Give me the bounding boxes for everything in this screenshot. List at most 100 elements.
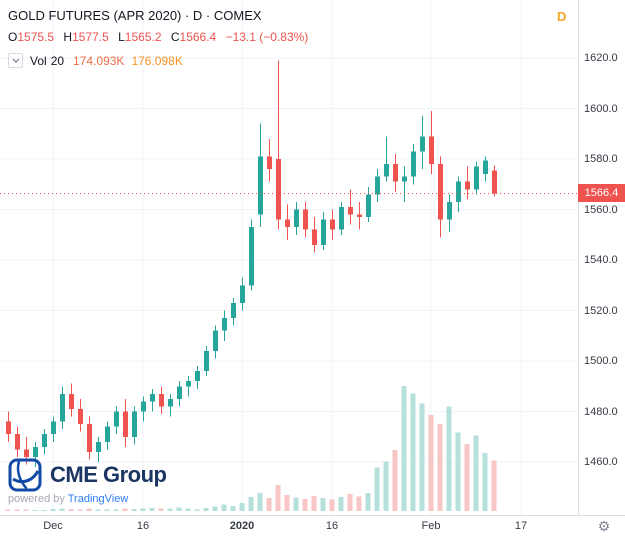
candle-body: [15, 434, 20, 450]
last-price-label: 1566.4: [584, 187, 619, 200]
volume-bar: [140, 508, 146, 511]
last-price-badge: 1566.4: [578, 184, 625, 203]
candle-body: [123, 411, 128, 437]
candle-body: [249, 227, 254, 286]
candle-body: [96, 441, 101, 452]
price-axis-label: 1500.0: [584, 355, 618, 367]
candlestick-chart[interactable]: [0, 0, 578, 515]
volume-bar: [473, 435, 479, 511]
volume-bar: [374, 467, 380, 511]
cme-brand-text: CME Group: [50, 462, 167, 487]
candle-body: [141, 401, 146, 412]
volume-indicator-row: Vol 20 174.093K 176.098K: [8, 53, 308, 68]
candle-body: [303, 209, 308, 230]
cme-group-logo[interactable]: CME Group: [8, 458, 167, 492]
time-axis-label: Dec: [43, 520, 63, 532]
candle-body: [492, 170, 497, 194]
volume-bar: [77, 509, 83, 511]
candle-body: [267, 156, 272, 170]
candle-body: [60, 393, 65, 422]
symbol-title[interactable]: GOLD FUTURES (APR 2020) · D · COMEX: [8, 8, 262, 23]
candle-body: [87, 424, 92, 452]
low-value: 1565.2: [124, 30, 162, 44]
time-axis-label: 16: [136, 520, 150, 532]
indicator-collapse-button[interactable]: [8, 53, 23, 68]
volume-bar: [383, 461, 389, 511]
candle-body: [375, 176, 380, 195]
volume-bar: [221, 504, 227, 511]
volume-bar: [14, 509, 20, 511]
candle-body: [357, 214, 362, 218]
candle-body: [150, 393, 155, 402]
time-axis[interactable]: Dec 16 2020 16 Feb 17: [0, 515, 625, 536]
candle-body: [258, 156, 263, 215]
volume-bar: [167, 508, 173, 511]
volume-bar: [149, 508, 155, 511]
candle-body: [195, 371, 200, 382]
price-axis-label: 1600.0: [584, 102, 618, 115]
volume-value: 174.093K: [73, 53, 125, 68]
volume-indicator-label[interactable]: Vol: [30, 53, 47, 68]
time-axis-label: 2020: [229, 520, 255, 532]
volume-bar: [320, 498, 326, 511]
candle-body: [69, 393, 74, 409]
close-label: C: [170, 30, 180, 44]
candle-body: [114, 411, 119, 427]
volume-bar: [446, 406, 452, 511]
volume-bar: [347, 494, 353, 511]
candle-body: [483, 160, 488, 175]
volume-bar: [329, 499, 335, 511]
volume-bar: [158, 508, 164, 511]
gear-icon[interactable]: ⚙: [597, 518, 611, 534]
tradingview-link[interactable]: TradingView: [67, 493, 129, 505]
volume-bar: [248, 497, 254, 511]
candle-body: [51, 421, 56, 435]
volume-bar: [95, 509, 101, 511]
candle-body: [177, 386, 182, 399]
price-axis-label: 1540.0: [584, 254, 618, 266]
candle-body: [438, 164, 443, 220]
candle-body: [465, 181, 470, 190]
close-value: 1566.4: [179, 30, 217, 44]
volume-bar: [365, 492, 371, 511]
volume-bar: [185, 508, 191, 511]
time-axis-label: Feb: [421, 520, 441, 532]
candle-body: [231, 302, 236, 319]
volume-bar: [68, 508, 74, 511]
price-axis[interactable]: 1620.0 1600.0 1580.0 1560.0 1540.0 1520.0 1500…: [578, 0, 625, 515]
candle-body: [186, 381, 191, 387]
price-axis-label: 1620.0: [584, 52, 618, 64]
candle-body: [240, 285, 245, 303]
volume-bar: [392, 449, 398, 511]
powered-by-text: powered by: [8, 493, 65, 505]
volume-bar: [275, 484, 281, 511]
candle-body: [78, 408, 83, 425]
candle-body: [294, 209, 299, 228]
volume-bar: [176, 507, 182, 511]
candle-body: [339, 206, 344, 230]
high-value: 1577.5: [72, 30, 109, 44]
volume-bar: [257, 492, 263, 511]
interval-badge[interactable]: D: [557, 9, 567, 24]
volume-bar: [239, 502, 245, 511]
volume-bar: [32, 509, 38, 511]
volume-bar: [23, 509, 29, 511]
candle-body: [42, 434, 47, 447]
candle-body: [312, 229, 317, 245]
candle-body: [33, 446, 38, 457]
volume-bar: [5, 509, 11, 511]
volume-bar: [356, 496, 362, 511]
volume-ma-value: 176.098K: [131, 53, 183, 68]
volume-ma-length: 20: [50, 53, 65, 68]
candle-body: [159, 393, 164, 407]
candle-body: [6, 421, 11, 435]
price-axis-label: 1480.0: [584, 405, 618, 418]
volume-bar: [284, 495, 290, 511]
candle-body: [402, 176, 407, 182]
volume-bar: [338, 497, 344, 511]
candle-body: [285, 219, 290, 228]
candle-body: [321, 219, 326, 245]
volume-bar: [311, 495, 317, 511]
candle-body: [420, 136, 425, 152]
